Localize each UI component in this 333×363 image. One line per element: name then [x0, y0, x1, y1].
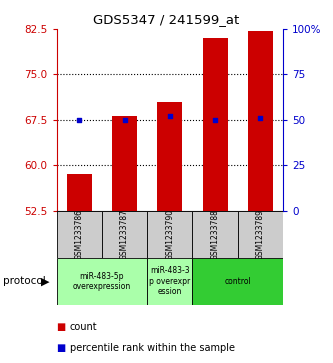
Bar: [158, 102, 182, 211]
Bar: [192, 211, 238, 258]
Text: GSM1233790: GSM1233790: [165, 209, 174, 260]
Text: GDS5347 / 241599_at: GDS5347 / 241599_at: [93, 13, 240, 26]
Bar: [192, 258, 283, 305]
Bar: [203, 38, 227, 211]
Point: [77, 117, 82, 123]
Point: [167, 113, 172, 119]
Text: ■: ■: [57, 322, 66, 332]
Bar: [112, 115, 137, 211]
Point: [212, 117, 218, 123]
Text: GSM1233788: GSM1233788: [210, 209, 220, 260]
Bar: [147, 258, 192, 305]
Text: GSM1233787: GSM1233787: [120, 209, 129, 260]
Text: count: count: [70, 322, 98, 332]
Text: ▶: ▶: [41, 276, 49, 286]
Bar: [67, 174, 92, 211]
Text: miR-483-5p
overexpression: miR-483-5p overexpression: [73, 272, 131, 291]
Bar: [57, 258, 147, 305]
Bar: [102, 211, 147, 258]
Bar: [248, 31, 273, 211]
Point: [258, 115, 263, 121]
Text: protocol: protocol: [3, 276, 46, 286]
Text: GSM1233786: GSM1233786: [75, 209, 84, 260]
Point: [122, 117, 127, 123]
Bar: [57, 211, 102, 258]
Text: GSM1233789: GSM1233789: [256, 209, 265, 260]
Text: control: control: [224, 277, 251, 286]
Bar: [147, 211, 192, 258]
Bar: [238, 211, 283, 258]
Text: miR-483-3
p overexpr
ession: miR-483-3 p overexpr ession: [149, 266, 190, 296]
Text: percentile rank within the sample: percentile rank within the sample: [70, 343, 235, 354]
Text: ■: ■: [57, 343, 66, 354]
